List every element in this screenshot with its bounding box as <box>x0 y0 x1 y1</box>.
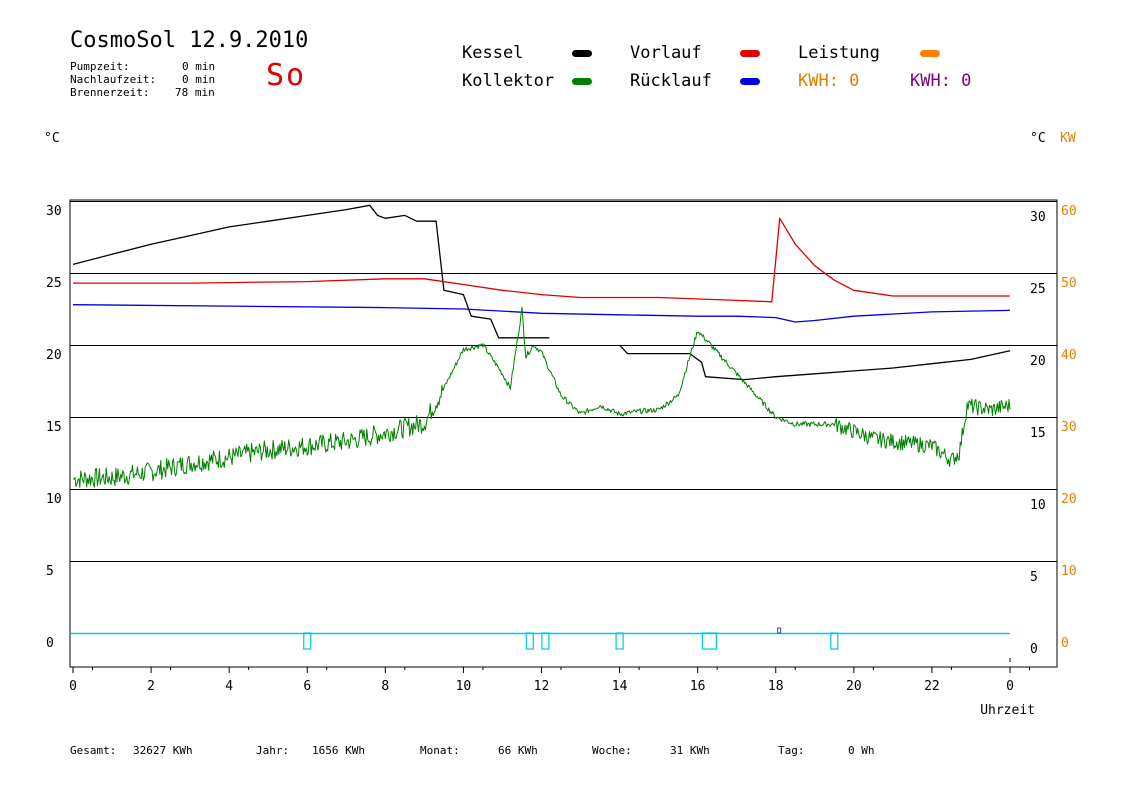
x-axis-label: Uhrzeit <box>980 703 1035 718</box>
y2-tick-label: 40 <box>1061 348 1077 363</box>
y-right-tick-label: 30 <box>1030 210 1046 225</box>
legend-kollektor: Kollektor <box>462 71 555 91</box>
y-right-tick-label: 25 <box>1030 282 1046 297</box>
y-right-tick-label: 10 <box>1030 498 1046 513</box>
y-tick-label: 25 <box>46 276 62 291</box>
cyan-marker <box>615 632 624 650</box>
y2-tick-label: 50 <box>1061 276 1077 291</box>
footer-label: Tag: <box>778 744 805 757</box>
y-right-tick-label: 5 <box>1030 570 1038 585</box>
y-tick-label: 10 <box>46 492 62 507</box>
stat-label: Nachlaufzeit: <box>70 73 157 86</box>
series-line-ruecklauf <box>72 304 1011 323</box>
y-right-tick-label: 0 <box>1030 642 1038 657</box>
x-tick-label: 14 <box>612 679 628 694</box>
footer-value: 32627 KWh <box>133 744 193 757</box>
legend-swatch-kollektor <box>572 78 592 85</box>
series-line-kessel <box>72 204 1011 381</box>
y-tick-label: 5 <box>46 564 54 579</box>
stat-value: 0 min <box>182 73 216 86</box>
stat-label: Pumpzeit: <box>70 60 130 73</box>
cyan-marker <box>830 632 839 650</box>
chart-title: CosmoSol 12.9.2010 <box>70 28 309 53</box>
footer-value: 66 KWh <box>498 744 538 757</box>
legend-ruecklauf: Rücklauf <box>630 71 712 91</box>
x-tick-label: 8 <box>381 679 389 694</box>
legend-swatch-ruecklauf <box>740 78 760 85</box>
footer-label: Jahr: <box>256 744 290 757</box>
legend-vorlauf: Vorlauf <box>630 43 702 63</box>
day-name: So <box>266 58 307 93</box>
y-tick-label: 20 <box>46 348 62 363</box>
x-tick-label: 4 <box>225 679 233 694</box>
y2-tick-label: 30 <box>1061 420 1077 435</box>
x-tick-label: 18 <box>768 679 784 694</box>
x-tick-label: 16 <box>690 679 706 694</box>
cyan-marker <box>525 632 534 650</box>
x-tick-label: 10 <box>456 679 472 694</box>
legend-swatch-leistung <box>920 50 940 57</box>
footer-value: 31 KWh <box>670 744 710 757</box>
stat-value: 0 min <box>182 60 216 73</box>
stat-label: Brennerzeit: <box>70 86 150 99</box>
y-right-tick-label: 20 <box>1030 354 1046 369</box>
x-tick-label: 22 <box>924 679 940 694</box>
right-unit-c-label: °C <box>1030 131 1046 146</box>
y-right-tick-label: 15 <box>1030 426 1046 441</box>
legend-swatch-kessel <box>572 50 592 57</box>
left-unit-label: °C <box>44 131 60 146</box>
y2-tick-label: 20 <box>1061 492 1077 507</box>
legend-swatch-vorlauf <box>740 50 760 57</box>
cyan-marker <box>541 632 550 650</box>
y2-tick-label: 10 <box>1061 564 1077 579</box>
footer-value: 1656 KWh <box>312 744 365 757</box>
legend-leistung: Leistung <box>798 43 880 63</box>
right-unit-kw-label: KW <box>1060 131 1076 146</box>
x-tick-label: 2 <box>147 679 155 694</box>
y-tick-label: 15 <box>46 420 62 435</box>
legend-kessel: Kessel <box>462 43 524 63</box>
legend-kwh-purple: KWH: 0 <box>910 71 972 91</box>
footer-label: Woche: <box>592 744 632 757</box>
x-tick-label: 0 <box>1006 679 1014 694</box>
footer-label: Monat: <box>420 744 460 757</box>
stat-value: 78 min <box>175 86 215 99</box>
blue-marker <box>777 627 782 634</box>
x-tick-label: 20 <box>846 679 862 694</box>
x-tick-label: 12 <box>534 679 550 694</box>
legend-kwh-orange: KWH: 0 <box>798 71 860 91</box>
y-tick-label: 30 <box>46 204 62 219</box>
plot-frame <box>69 199 1058 668</box>
footer-value: 0 Wh <box>848 744 875 757</box>
cyan-marker <box>303 632 312 650</box>
y2-tick-label: 60 <box>1061 204 1077 219</box>
series-line-vorlauf <box>73 217 1010 303</box>
cyan-marker <box>701 632 717 650</box>
footer-label: Gesamt: <box>70 744 117 757</box>
y-tick-label: 0 <box>46 636 54 651</box>
y2-tick-label: 0 <box>1061 636 1069 651</box>
x-tick-label: 6 <box>303 679 311 694</box>
series-line-kollektor <box>72 306 1011 488</box>
x-tick-label: 0 <box>69 679 77 694</box>
